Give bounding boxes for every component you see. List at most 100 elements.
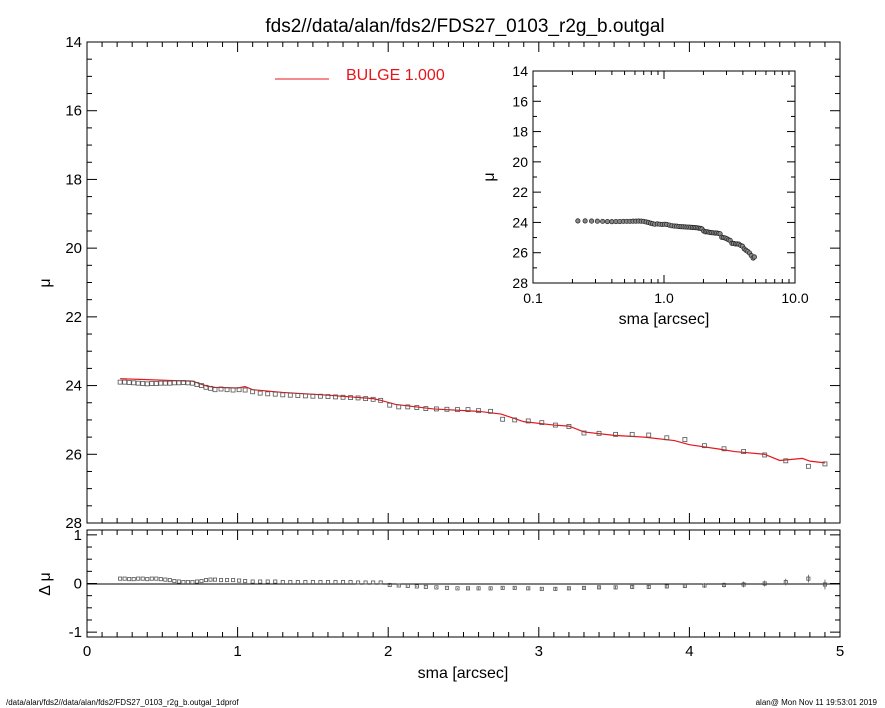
residual-data-point xyxy=(762,581,767,586)
inset-axis-ticks: 14 16 18 20 22 24 26 280.1 1.0 10.0 xyxy=(512,63,808,306)
inset-y-tick-label: 20 xyxy=(512,154,528,170)
residual-y-tick-label: 0 xyxy=(74,576,82,593)
inset-data-point xyxy=(609,219,615,225)
main-data-point xyxy=(212,387,218,393)
residual-data-point xyxy=(722,582,727,587)
main-data-point xyxy=(190,380,195,386)
residual-data-point xyxy=(476,586,481,591)
main-data-point xyxy=(805,463,811,469)
residual-data-point xyxy=(806,576,811,581)
main-data-points xyxy=(117,379,828,469)
residual-data-point xyxy=(163,577,168,582)
residual-data-point xyxy=(122,576,127,581)
main-data-point xyxy=(721,446,727,452)
main-data-point xyxy=(131,380,137,386)
main-data-point xyxy=(257,390,263,396)
residual-data-point xyxy=(423,584,428,589)
main-data-point xyxy=(629,431,635,437)
main-data-point xyxy=(512,417,518,423)
residual-data-point xyxy=(539,586,544,591)
residual-data-point xyxy=(553,586,558,591)
residual-data-point xyxy=(646,584,651,589)
residual-data-point xyxy=(581,585,586,590)
residual-data-point xyxy=(149,576,154,581)
residual-data-point xyxy=(273,579,278,584)
main-data-point xyxy=(208,385,213,391)
main-data-point xyxy=(396,404,402,410)
main-data-point xyxy=(525,418,531,424)
inset-y-tick-label: 26 xyxy=(512,245,528,261)
residual-data-point xyxy=(630,584,635,589)
inset-data-point xyxy=(582,218,588,224)
main-data-point xyxy=(333,394,338,400)
inset-y-tick-label: 14 xyxy=(512,63,528,79)
inset-x-axis-label: sma [arcsec] xyxy=(619,311,710,328)
x-tick-label: 3 xyxy=(535,643,543,660)
x-tick-label: 5 xyxy=(836,643,844,660)
main-y-tick-label: 16 xyxy=(65,103,82,120)
main-y-tick-label: 22 xyxy=(65,309,82,326)
main-data-point xyxy=(566,424,572,429)
residual-x-axis-label: sma [arcsec] xyxy=(418,665,509,682)
residual-data-point xyxy=(265,579,270,584)
main-data-point xyxy=(158,380,164,386)
residual-data-point xyxy=(444,585,449,590)
inset-data-point xyxy=(594,218,600,224)
residual-data-point xyxy=(181,580,186,585)
main-data-point xyxy=(539,420,545,426)
main-data-point xyxy=(272,391,278,397)
residual-data-point xyxy=(396,583,401,588)
residual-data-point xyxy=(566,586,571,591)
main-data-point xyxy=(488,408,494,414)
residual-data-point xyxy=(356,580,361,585)
main-data-point xyxy=(465,407,471,413)
inset-y-axis-label: μ xyxy=(481,172,498,181)
residual-data-point xyxy=(371,580,376,585)
main-data-point xyxy=(340,394,346,400)
residual-data-point xyxy=(512,585,517,590)
main-data-point xyxy=(318,393,323,399)
inset-x-tick-label: 10.0 xyxy=(781,290,808,306)
main-data-point xyxy=(162,380,168,386)
residual-data-point xyxy=(414,584,419,589)
inset-data-point xyxy=(589,218,595,224)
residual-data-point xyxy=(378,580,383,585)
inset-x-tick-label: 1.0 xyxy=(654,290,674,306)
residual-y-tick-label: 1 xyxy=(74,527,82,544)
residual-data-point xyxy=(702,583,707,588)
figure-title: fds2//data/alan/fds2/FDS27_0103_r2g_b.ou… xyxy=(265,16,664,37)
residual-data-point xyxy=(822,582,827,587)
residual-data-point xyxy=(190,580,195,585)
main-data-point xyxy=(405,404,411,410)
main-data-point xyxy=(455,407,460,413)
inset-data-point xyxy=(600,218,606,224)
main-data-point xyxy=(230,387,236,393)
residual-data-point xyxy=(118,576,123,581)
main-data-point xyxy=(117,379,123,385)
residual-data-points xyxy=(118,574,827,591)
main-data-point xyxy=(702,443,707,449)
residual-data-point xyxy=(466,586,471,591)
main-data-point xyxy=(762,452,768,458)
residual-data-point xyxy=(145,577,150,582)
legend-label: BULGE 1.000 xyxy=(346,67,445,84)
main-data-point xyxy=(302,393,308,399)
residual-data-point xyxy=(455,586,460,591)
main-data-point xyxy=(140,381,146,386)
residual-data-point xyxy=(136,576,141,581)
residual-data-point xyxy=(199,579,204,584)
main-data-point xyxy=(664,435,670,441)
residual-data-point xyxy=(500,585,505,590)
main-y-axis-label: μ xyxy=(37,278,54,287)
main-data-point xyxy=(363,396,369,402)
main-y-tick-label: 26 xyxy=(65,446,82,463)
inset-data-point xyxy=(604,218,610,225)
main-data-point xyxy=(185,380,191,386)
main-data-point xyxy=(646,432,652,438)
residual-data-point xyxy=(172,579,177,584)
main-y-tick-label: 14 xyxy=(65,34,82,51)
inset-plot-frame xyxy=(532,70,796,284)
